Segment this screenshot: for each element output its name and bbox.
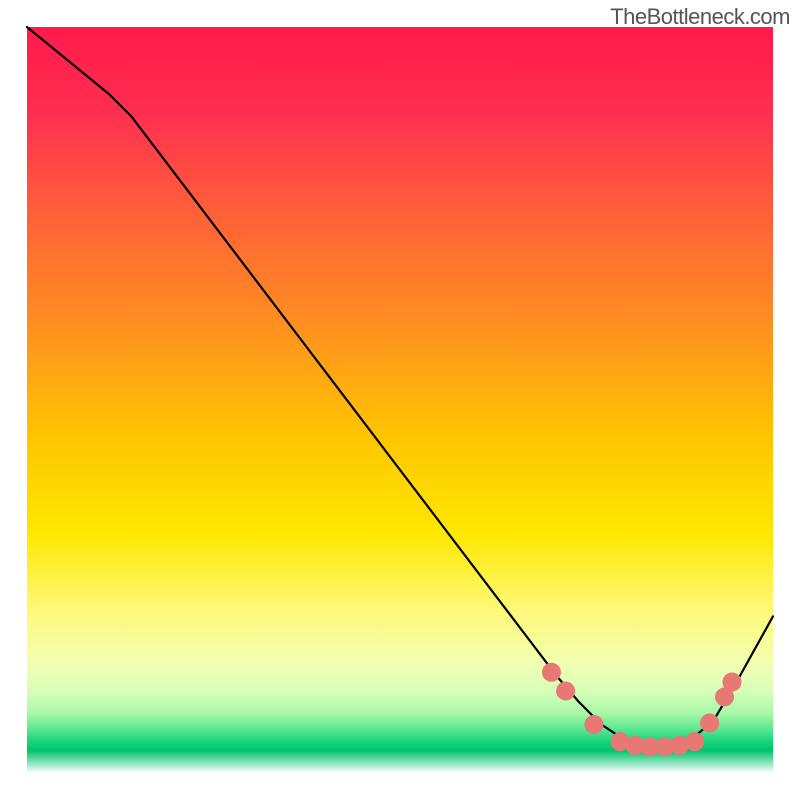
- curve-marker: [585, 716, 603, 734]
- curve-marker: [723, 673, 741, 691]
- watermark-text: TheBottleneck.com: [610, 4, 790, 30]
- curve-marker: [701, 714, 719, 732]
- curve-marker: [686, 733, 704, 751]
- curve-marker: [542, 663, 560, 681]
- chart-container: TheBottleneck.com: [0, 0, 800, 800]
- curve-marker: [557, 682, 575, 700]
- gradient-background: [27, 27, 773, 773]
- bottleneck-chart: [0, 0, 800, 800]
